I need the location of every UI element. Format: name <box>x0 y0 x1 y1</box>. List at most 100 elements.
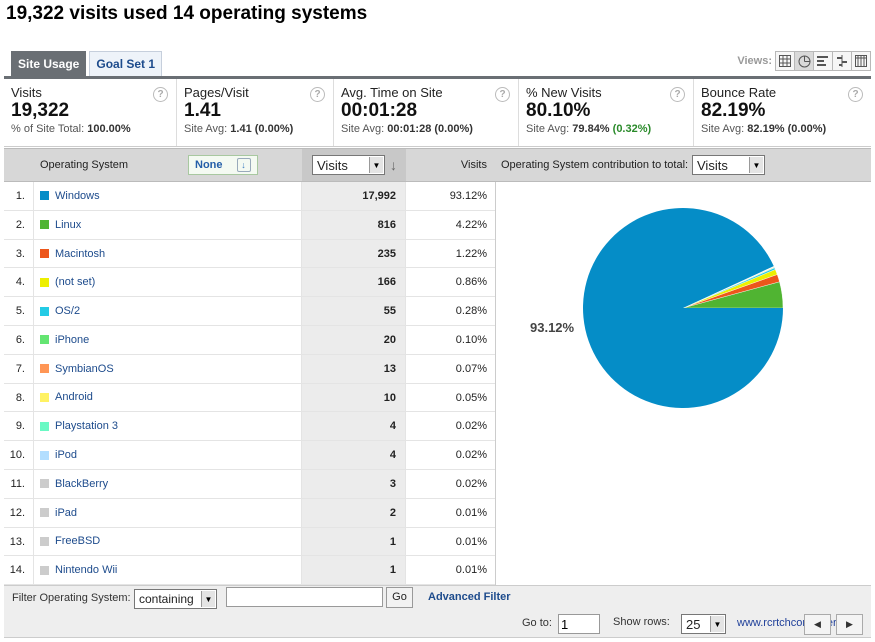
os-link[interactable]: Playstation 3 <box>55 420 118 433</box>
os-cell: Linux <box>34 210 302 239</box>
visits-column-header: Visits <box>460 159 487 171</box>
bar-icon <box>817 56 828 66</box>
os-cell: Macintosh <box>34 239 302 268</box>
visits-percent: 0.01% <box>455 564 487 577</box>
os-link[interactable]: Windows <box>55 189 100 202</box>
row-number: 12. <box>4 498 34 527</box>
visits-value: 2 <box>302 498 406 527</box>
visits-percent: 0.28% <box>455 305 487 318</box>
compare-view-button[interactable] <box>832 51 852 71</box>
show-rows-select[interactable]: 25 ▼ <box>681 614 726 634</box>
advanced-filter-link[interactable]: Advanced Filter <box>428 591 511 603</box>
help-icon[interactable]: ? <box>495 87 510 102</box>
help-icon[interactable]: ? <box>153 87 168 102</box>
row-number: 13. <box>4 527 34 556</box>
table-view-button[interactable] <box>775 51 795 71</box>
pie-chart <box>583 207 784 408</box>
visits-value: 1 <box>302 527 406 556</box>
tab-goal-set-1[interactable]: Goal Set 1 <box>89 51 163 76</box>
os-link[interactable]: OS/2 <box>55 305 81 318</box>
os-link[interactable]: iPod <box>55 449 78 462</box>
os-link[interactable]: iPhone <box>55 333 90 346</box>
visits-value: 166 <box>302 268 406 297</box>
os-link[interactable]: (not set) <box>55 276 96 289</box>
help-icon[interactable]: ? <box>670 87 685 102</box>
metric-value: 00:01:28 <box>341 100 418 121</box>
table-row: 10. iPod 4 0.02% <box>4 441 495 470</box>
os-link[interactable]: Macintosh <box>55 247 106 260</box>
prev-page-button[interactable]: ◀ <box>804 614 831 635</box>
metric-sub: Site Avg: 00:01:28 (0.00%) <box>341 123 512 135</box>
os-link[interactable]: SymbianOS <box>55 362 114 375</box>
go-button[interactable]: Go <box>386 587 413 608</box>
help-icon[interactable]: ? <box>848 87 863 102</box>
legend-swatch <box>40 479 49 489</box>
table-row: 9. Playstation 3 4 0.02% <box>4 412 495 442</box>
row-number: 9. <box>4 412 34 441</box>
row-number: 11. <box>4 469 34 498</box>
os-cell: Android <box>34 383 302 412</box>
next-page-button[interactable]: ▶ <box>836 614 863 635</box>
metric-sub-value: 100.00% <box>87 123 131 135</box>
help-icon[interactable]: ? <box>310 87 325 102</box>
table-row: 13. FreeBSD 1 0.01% <box>4 527 495 557</box>
secondary-dimension-button[interactable]: None ↓ <box>188 155 258 175</box>
legend-swatch <box>40 364 49 374</box>
goto-input[interactable] <box>558 614 600 634</box>
pie-icon <box>798 55 810 67</box>
data-table-body: 1. Windows 17,992 93.12% 2. Linux 816 4.22% 3. Ma… <box>4 182 495 586</box>
os-link[interactable]: BlackBerry <box>55 477 109 490</box>
os-link[interactable]: Nintendo Wii <box>55 564 118 577</box>
row-number: 5. <box>4 297 34 325</box>
contribution-select[interactable]: Visits ▼ <box>692 155 765 175</box>
row-number: 4. <box>4 268 34 297</box>
filter-input[interactable] <box>226 587 383 607</box>
table-row: 12. iPad 2 0.01% <box>4 498 495 528</box>
row-number: 14. <box>4 556 34 585</box>
watermark-text: www.rcrtchcomputer.tk <box>737 617 848 629</box>
row-number: 6. <box>4 325 34 354</box>
filter-mode-select[interactable]: containing ▼ <box>134 589 217 609</box>
visits-percent: 0.86% <box>455 276 487 289</box>
show-rows-label: Show rows: <box>613 616 670 628</box>
pivot-view-button[interactable] <box>851 51 871 71</box>
metric-value: 1.41 <box>184 100 221 121</box>
visits-value: 4 <box>302 412 406 441</box>
pie-slice-windows[interactable] <box>583 207 783 408</box>
table-header: Operating System None ↓ Visits ▼ ↓ Visits … <box>4 148 871 182</box>
table-icon <box>779 55 791 67</box>
os-cell: OS/2 <box>34 297 302 325</box>
bar-view-button[interactable] <box>813 51 833 71</box>
segment-control: None ↓ <box>188 149 258 181</box>
metric-select[interactable]: Visits ▼ <box>312 155 385 175</box>
sort-arrow-icon[interactable]: ↓ <box>390 157 397 173</box>
metric-sub: % of Site Total: 100.00% <box>11 123 170 135</box>
chevron-left-icon: ◀ <box>814 619 821 629</box>
visits-percent: 4.22% <box>455 218 487 231</box>
metric-value: 82.19% <box>701 100 766 121</box>
metric-sub-prefix: Site Avg: <box>701 123 748 135</box>
os-link[interactable]: Android <box>55 391 93 404</box>
pie-view-button[interactable] <box>794 51 814 71</box>
tab-site-usage[interactable]: Site Usage <box>11 51 87 76</box>
legend-swatch <box>40 191 49 201</box>
metric-pages-visit: Pages/Visit 1.41 Site Avg: 1.41 (0.00%) … <box>177 79 334 146</box>
metric-select-cell: Visits ▼ ↓ <box>302 149 406 181</box>
dimension-header[interactable]: Operating System <box>40 159 129 171</box>
os-link[interactable]: iPad <box>55 506 78 519</box>
report-tabs: Site Usage Goal Set 1 <box>11 51 165 76</box>
chevron-right-icon: ▶ <box>846 619 853 629</box>
visits-percent: 0.10% <box>455 333 487 346</box>
show-rows-value: 25 <box>686 616 701 632</box>
metric-label: Visits <box>11 85 42 100</box>
dropdown-arrow-icon: ▼ <box>749 157 763 173</box>
os-cell: Nintendo Wii <box>34 556 302 585</box>
visits-value: 235 <box>302 239 406 268</box>
views-label: Views: <box>737 55 772 67</box>
os-link[interactable]: FreeBSD <box>55 535 101 548</box>
metric-value: 80.10% <box>526 100 591 121</box>
legend-swatch <box>40 421 49 431</box>
os-link[interactable]: Linux <box>55 218 82 231</box>
metric-label: Bounce Rate <box>701 85 777 100</box>
table-row: 7. SymbianOS 13 0.07% <box>4 354 495 384</box>
